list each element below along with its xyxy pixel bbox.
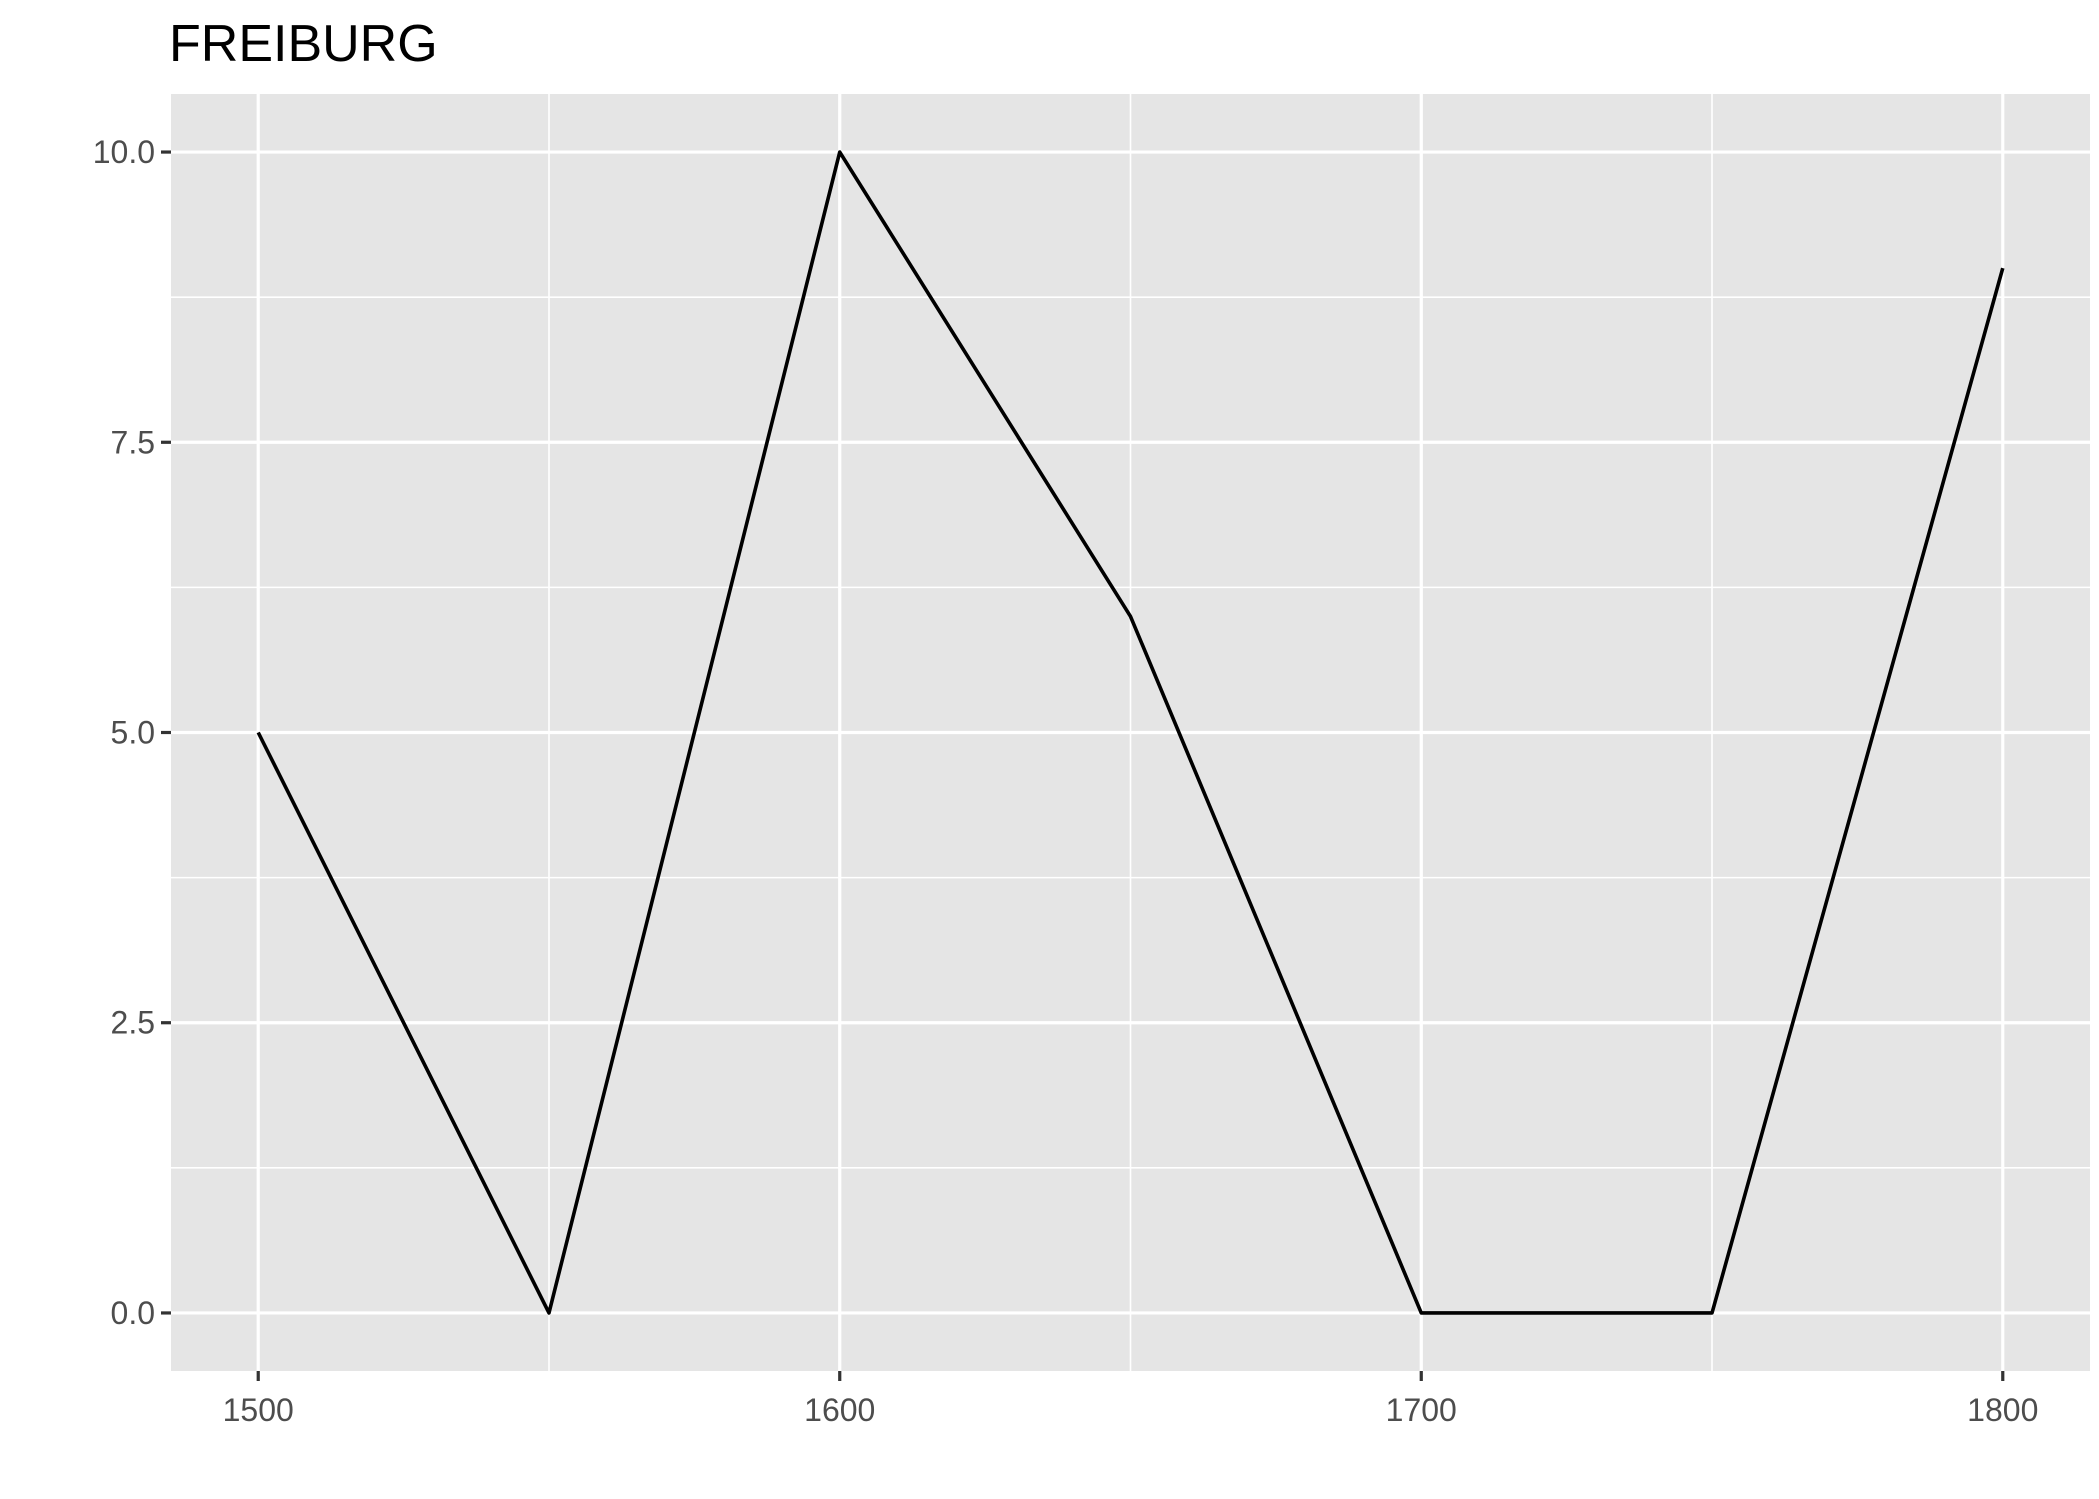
y-tick-label: 5.0 (111, 715, 155, 751)
y-tick-label: 7.5 (111, 424, 155, 460)
y-axis: 0.0 2.5 5.0 7.5 10.0 (93, 134, 171, 1331)
major-gridlines (171, 94, 2090, 1371)
y-tick-label: 2.5 (111, 1005, 155, 1041)
x-tick-label: 1700 (1386, 1392, 1457, 1428)
x-axis: 1500 1600 1700 1800 (223, 1371, 2038, 1428)
chart-title: FREIBURG (169, 15, 438, 73)
y-tick-label: 0.0 (111, 1295, 155, 1331)
series-line (256, 150, 2005, 1315)
y-tick-label: 10.0 (93, 134, 155, 170)
x-tick-label: 1500 (223, 1392, 294, 1428)
series-lines (256, 150, 2005, 1315)
x-tick-label: 1600 (804, 1392, 875, 1428)
x-tick-label: 1800 (1967, 1392, 2038, 1428)
